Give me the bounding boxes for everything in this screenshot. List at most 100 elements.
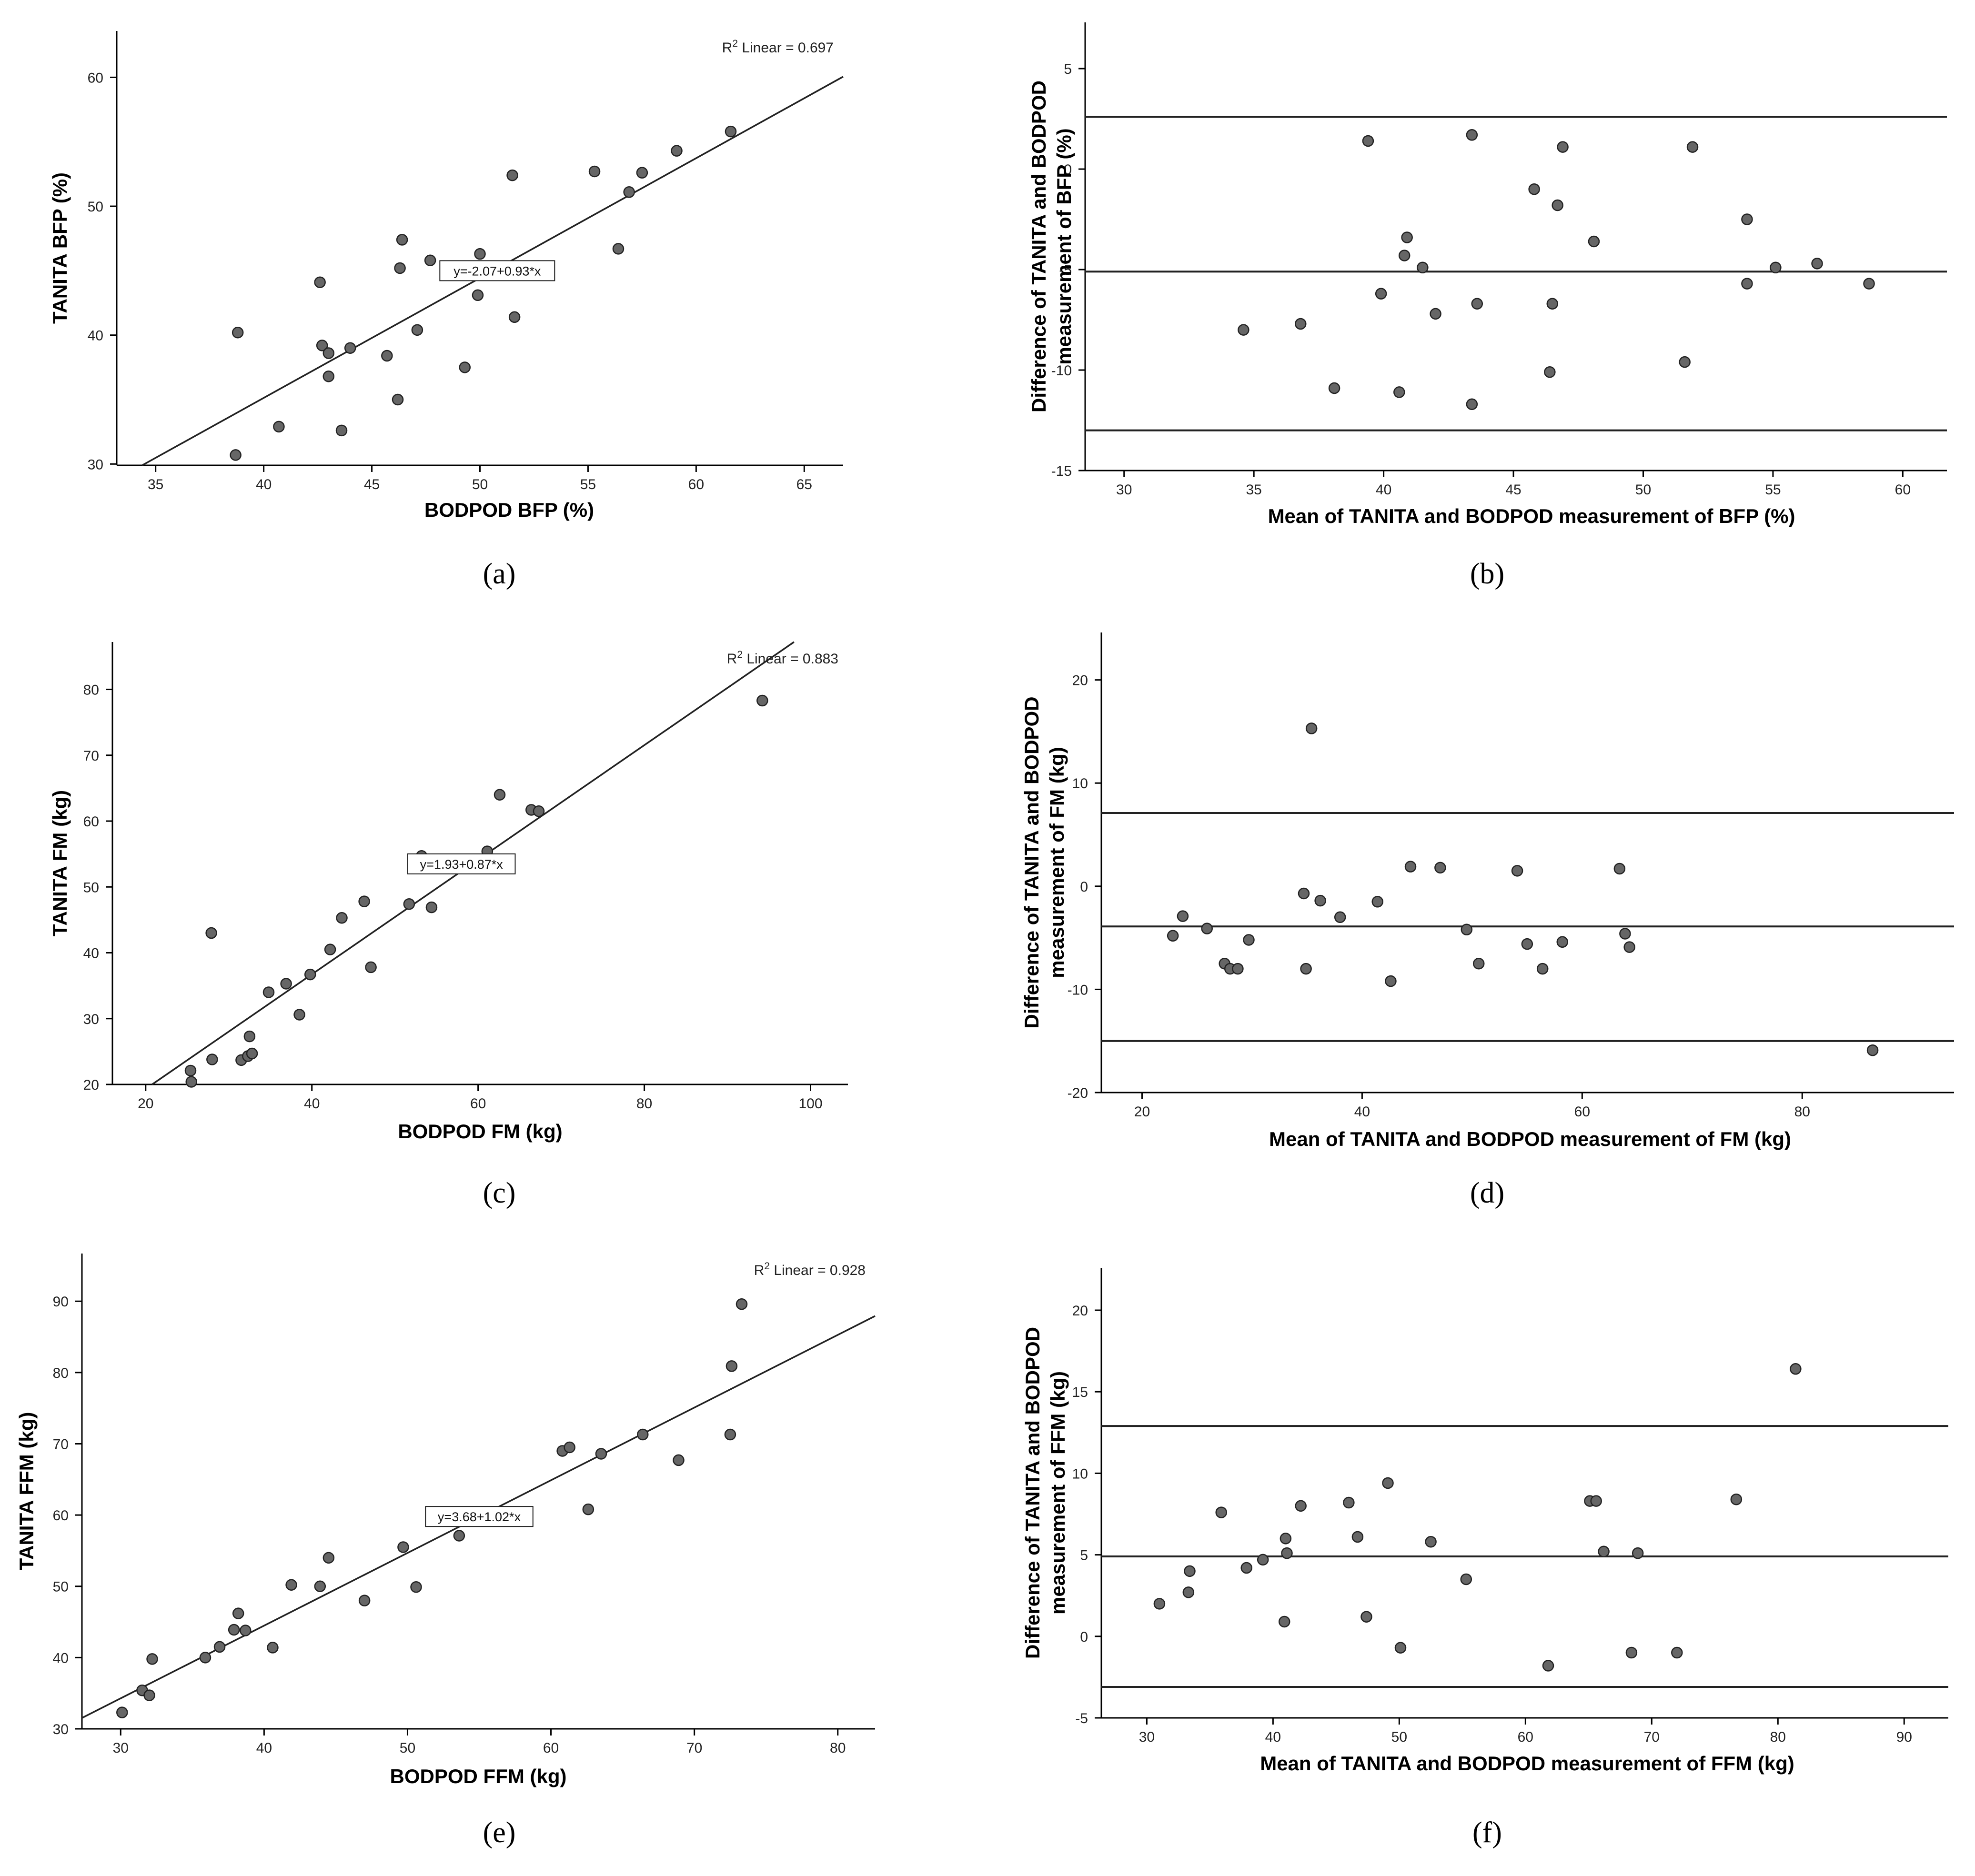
- data-point: [403, 898, 415, 910]
- data-point: [1686, 141, 1699, 153]
- data-point: [1243, 934, 1255, 946]
- data-point: [1863, 278, 1875, 290]
- data-point: [1417, 261, 1429, 274]
- data-point: [199, 1652, 212, 1664]
- data-point: [1466, 398, 1478, 410]
- chart-panel-d: 20 40 60 80 -20 -10 0 10 20 Mean of TANITA and BO…: [1020, 632, 1954, 1209]
- data-point: [1770, 261, 1782, 274]
- y-tick-label: 70: [53, 1436, 69, 1452]
- x-axis-title: Mean of TANITA and BODPOD measurement of…: [1269, 1128, 1791, 1150]
- data-point: [1741, 278, 1753, 290]
- data-point: [322, 371, 335, 382]
- x-axis-title: Mean of TANITA and BODPOD measurement of…: [1260, 1752, 1794, 1775]
- y-axis-title: TANITA FFM (kg): [15, 1412, 38, 1571]
- data-point: [424, 254, 436, 266]
- y-axis-title: TANITA BFP (%): [49, 172, 71, 324]
- data-point: [1305, 722, 1318, 734]
- y-tick-label: 50: [53, 1579, 69, 1595]
- x-tick-label: 55: [1765, 482, 1781, 498]
- data-point: [1461, 923, 1473, 936]
- x-tick-label: 55: [580, 477, 596, 492]
- r-squared-label: R2 Linear = 0.928: [754, 1261, 866, 1278]
- x-tick-label: 45: [364, 477, 380, 492]
- y-tick-label: 40: [83, 946, 99, 962]
- data-point: [411, 324, 423, 336]
- y-tick-label: 5: [1064, 61, 1072, 77]
- data-point: [230, 449, 242, 461]
- x-tick-label: 80: [1794, 1104, 1810, 1120]
- x-tick-label: 40: [256, 1740, 272, 1756]
- data-point: [494, 789, 506, 801]
- x-tick-label: 65: [796, 477, 812, 492]
- y-tick-label: -15: [1051, 463, 1072, 479]
- y-tick-label: 30: [88, 457, 103, 472]
- x-tick-label: 40: [1354, 1104, 1370, 1120]
- data-point: [1536, 963, 1549, 975]
- data-point: [1434, 862, 1446, 874]
- y-tick-label: 30: [83, 1012, 99, 1027]
- x-tick-label: 40: [1265, 1729, 1281, 1745]
- data-point: [736, 1298, 748, 1310]
- data-point: [232, 327, 244, 339]
- data-point: [322, 347, 335, 359]
- data-point: [1790, 1363, 1802, 1375]
- data-point: [1232, 963, 1244, 975]
- x-tick-label: 100: [798, 1096, 822, 1112]
- y-tick-label: 10: [1072, 1466, 1088, 1482]
- x-tick-label: 40: [256, 477, 272, 492]
- data-point: [205, 927, 217, 939]
- data-point: [185, 1076, 197, 1088]
- panel-label: (b): [1470, 558, 1504, 590]
- y-axis-title: Difference of TANITA and BODPOD: [1021, 1327, 1044, 1659]
- data-point: [206, 1053, 218, 1065]
- data-point: [394, 262, 406, 274]
- equation-box: [425, 1506, 534, 1527]
- data-point: [358, 895, 370, 907]
- x-tick-label: 40: [304, 1096, 320, 1112]
- data-point: [612, 243, 625, 255]
- data-point: [285, 1579, 297, 1591]
- data-point: [636, 1428, 649, 1441]
- data-point: [582, 1503, 595, 1515]
- data-point: [1542, 1660, 1554, 1672]
- data-point: [508, 311, 521, 323]
- data-point: [1619, 928, 1631, 940]
- data-point: [1472, 958, 1485, 970]
- y-tick-label: -5: [1059, 262, 1072, 278]
- data-point: [324, 943, 336, 955]
- y-tick-label: 90: [53, 1294, 69, 1310]
- y-tick-label: 15: [1072, 1384, 1088, 1400]
- x-tick-label: 20: [1134, 1104, 1150, 1120]
- panel-label: (d): [1470, 1177, 1504, 1209]
- data-point: [636, 167, 648, 179]
- x-tick-label: 80: [636, 1096, 652, 1112]
- x-axis-title: Mean of TANITA and BODPOD measurement of…: [1268, 505, 1795, 527]
- data-point: [1257, 1554, 1269, 1566]
- data-point: [365, 961, 377, 973]
- data-point: [1546, 298, 1559, 310]
- data-point: [358, 1595, 371, 1606]
- y-tick-label: -10: [1068, 982, 1088, 998]
- y-tick-label: 60: [53, 1508, 69, 1524]
- x-tick-label: 30: [1139, 1729, 1155, 1745]
- panel-label: (e): [483, 1816, 516, 1849]
- x-tick-label: 80: [1770, 1729, 1786, 1745]
- data-point: [239, 1625, 252, 1636]
- x-tick-label: 60: [543, 1740, 559, 1756]
- data-point: [1375, 288, 1387, 300]
- data-point: [1280, 1533, 1292, 1545]
- x-axis-title: BODPOD FM (kg): [398, 1120, 562, 1143]
- data-point: [1351, 1531, 1364, 1543]
- data-point: [1430, 308, 1441, 320]
- x-tick-label: 60: [1574, 1104, 1590, 1120]
- data-point: [1394, 1642, 1407, 1654]
- data-point: [1811, 258, 1823, 270]
- data-point: [1460, 1573, 1472, 1585]
- data-point: [756, 694, 768, 707]
- x-tick-label: 45: [1505, 482, 1521, 498]
- x-tick-label: 30: [1116, 482, 1132, 498]
- y-tick-label: 60: [88, 70, 103, 86]
- data-point: [673, 1454, 685, 1466]
- chart-panel-c: 20 40 60 80 100 20 30 40 50 60 70 80 y=1.93+0.87*x R2…: [49, 641, 848, 1209]
- chart-panel-f: 30 40 50 60 70 80 90 -5 0 5 10 15 20 Mean of TANITA a…: [1021, 1268, 1948, 1849]
